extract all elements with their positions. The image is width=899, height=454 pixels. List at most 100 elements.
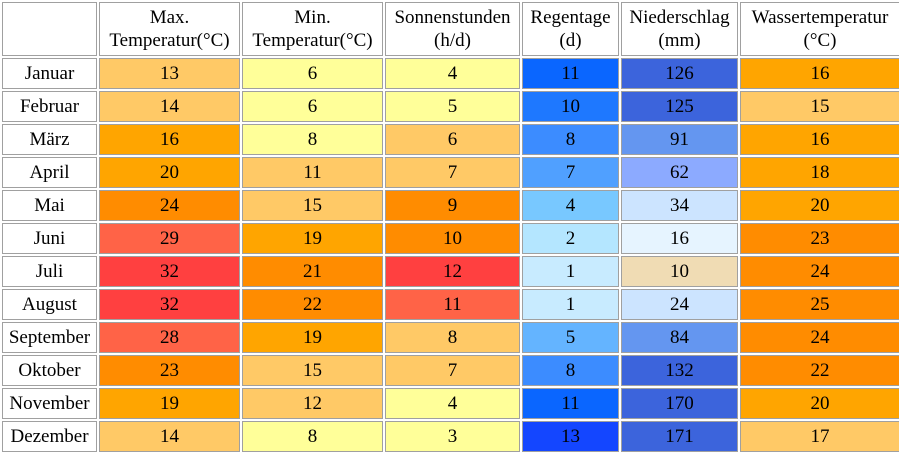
header-water-temp: Wassertemperatur (°C) xyxy=(740,2,899,56)
cell-sunshine: 4 xyxy=(385,58,520,89)
cell-sunshine: 8 xyxy=(385,322,520,353)
cell-water-temp: 23 xyxy=(740,223,899,254)
cell-water-temp: 17 xyxy=(740,421,899,452)
cell-max-temp: 28 xyxy=(99,322,240,353)
table-row: Juni 29 19 10 2 16 23 xyxy=(2,223,899,254)
month-label: März xyxy=(2,124,97,155)
table-row: Dezember 14 8 3 13 171 17 xyxy=(2,421,899,452)
cell-max-temp: 29 xyxy=(99,223,240,254)
cell-water-temp: 20 xyxy=(740,190,899,221)
month-label: Juli xyxy=(2,256,97,287)
cell-precipitation: 84 xyxy=(621,322,738,353)
cell-water-temp: 15 xyxy=(740,91,899,122)
month-label: August xyxy=(2,289,97,320)
header-sunshine: Sonnenstunden (h/d) xyxy=(385,2,520,56)
cell-max-temp: 23 xyxy=(99,355,240,386)
cell-precipitation: 126 xyxy=(621,58,738,89)
cell-precipitation: 125 xyxy=(621,91,738,122)
cell-min-temp: 11 xyxy=(242,157,383,188)
cell-min-temp: 8 xyxy=(242,421,383,452)
cell-sunshine: 4 xyxy=(385,388,520,419)
month-label: Oktober xyxy=(2,355,97,386)
header-min-temp: Min. Temperatur(°C) xyxy=(242,2,383,56)
cell-max-temp: 24 xyxy=(99,190,240,221)
month-label: Juni xyxy=(2,223,97,254)
cell-rain-days: 5 xyxy=(522,322,619,353)
cell-min-temp: 22 xyxy=(242,289,383,320)
cell-rain-days: 8 xyxy=(522,355,619,386)
cell-water-temp: 16 xyxy=(740,124,899,155)
month-label: Februar xyxy=(2,91,97,122)
table-body: Januar 13 6 4 11 126 16 Februar 14 6 5 10 125 15 März 1… xyxy=(2,58,899,452)
cell-min-temp: 15 xyxy=(242,355,383,386)
cell-min-temp: 8 xyxy=(242,124,383,155)
cell-precipitation: 171 xyxy=(621,421,738,452)
month-label: Dezember xyxy=(2,421,97,452)
cell-sunshine: 12 xyxy=(385,256,520,287)
table-row: März 16 8 6 8 91 16 xyxy=(2,124,899,155)
cell-min-temp: 6 xyxy=(242,58,383,89)
cell-rain-days: 1 xyxy=(522,289,619,320)
cell-precipitation: 10 xyxy=(621,256,738,287)
header-row: Max. Temperatur(°C) Min. Temperatur(°C) So… xyxy=(2,2,899,56)
cell-rain-days: 4 xyxy=(522,190,619,221)
cell-min-temp: 19 xyxy=(242,322,383,353)
cell-rain-days: 1 xyxy=(522,256,619,287)
cell-max-temp: 13 xyxy=(99,58,240,89)
cell-water-temp: 24 xyxy=(740,256,899,287)
cell-rain-days: 11 xyxy=(522,388,619,419)
cell-max-temp: 14 xyxy=(99,91,240,122)
cell-rain-days: 13 xyxy=(522,421,619,452)
table-row: September 28 19 8 5 84 24 xyxy=(2,322,899,353)
month-label: Januar xyxy=(2,58,97,89)
cell-max-temp: 32 xyxy=(99,256,240,287)
cell-water-temp: 25 xyxy=(740,289,899,320)
table-row: August 32 22 11 1 24 25 xyxy=(2,289,899,320)
table-row: April 20 11 7 7 62 18 xyxy=(2,157,899,188)
cell-sunshine: 10 xyxy=(385,223,520,254)
cell-sunshine: 7 xyxy=(385,157,520,188)
cell-sunshine: 3 xyxy=(385,421,520,452)
cell-min-temp: 15 xyxy=(242,190,383,221)
cell-max-temp: 20 xyxy=(99,157,240,188)
cell-max-temp: 14 xyxy=(99,421,240,452)
cell-max-temp: 32 xyxy=(99,289,240,320)
table-row: Januar 13 6 4 11 126 16 xyxy=(2,58,899,89)
cell-min-temp: 21 xyxy=(242,256,383,287)
header-precipitation: Niederschlag (mm) xyxy=(621,2,738,56)
cell-water-temp: 24 xyxy=(740,322,899,353)
table-row: Mai 24 15 9 4 34 20 xyxy=(2,190,899,221)
cell-sunshine: 5 xyxy=(385,91,520,122)
cell-rain-days: 8 xyxy=(522,124,619,155)
cell-precipitation: 170 xyxy=(621,388,738,419)
cell-water-temp: 16 xyxy=(740,58,899,89)
header-corner xyxy=(2,2,97,56)
cell-water-temp: 20 xyxy=(740,388,899,419)
cell-sunshine: 11 xyxy=(385,289,520,320)
cell-precipitation: 91 xyxy=(621,124,738,155)
table-row: November 19 12 4 11 170 20 xyxy=(2,388,899,419)
cell-precipitation: 24 xyxy=(621,289,738,320)
cell-precipitation: 62 xyxy=(621,157,738,188)
table-header: Max. Temperatur(°C) Min. Temperatur(°C) So… xyxy=(2,2,899,56)
month-label: September xyxy=(2,322,97,353)
header-max-temp: Max. Temperatur(°C) xyxy=(99,2,240,56)
cell-max-temp: 16 xyxy=(99,124,240,155)
month-label: Mai xyxy=(2,190,97,221)
month-label: November xyxy=(2,388,97,419)
cell-sunshine: 7 xyxy=(385,355,520,386)
cell-min-temp: 12 xyxy=(242,388,383,419)
cell-rain-days: 2 xyxy=(522,223,619,254)
month-label: April xyxy=(2,157,97,188)
cell-water-temp: 22 xyxy=(740,355,899,386)
cell-sunshine: 6 xyxy=(385,124,520,155)
cell-rain-days: 7 xyxy=(522,157,619,188)
table-row: Oktober 23 15 7 8 132 22 xyxy=(2,355,899,386)
cell-min-temp: 19 xyxy=(242,223,383,254)
cell-min-temp: 6 xyxy=(242,91,383,122)
cell-sunshine: 9 xyxy=(385,190,520,221)
cell-precipitation: 132 xyxy=(621,355,738,386)
cell-rain-days: 11 xyxy=(522,58,619,89)
table-row: Juli 32 21 12 1 10 24 xyxy=(2,256,899,287)
